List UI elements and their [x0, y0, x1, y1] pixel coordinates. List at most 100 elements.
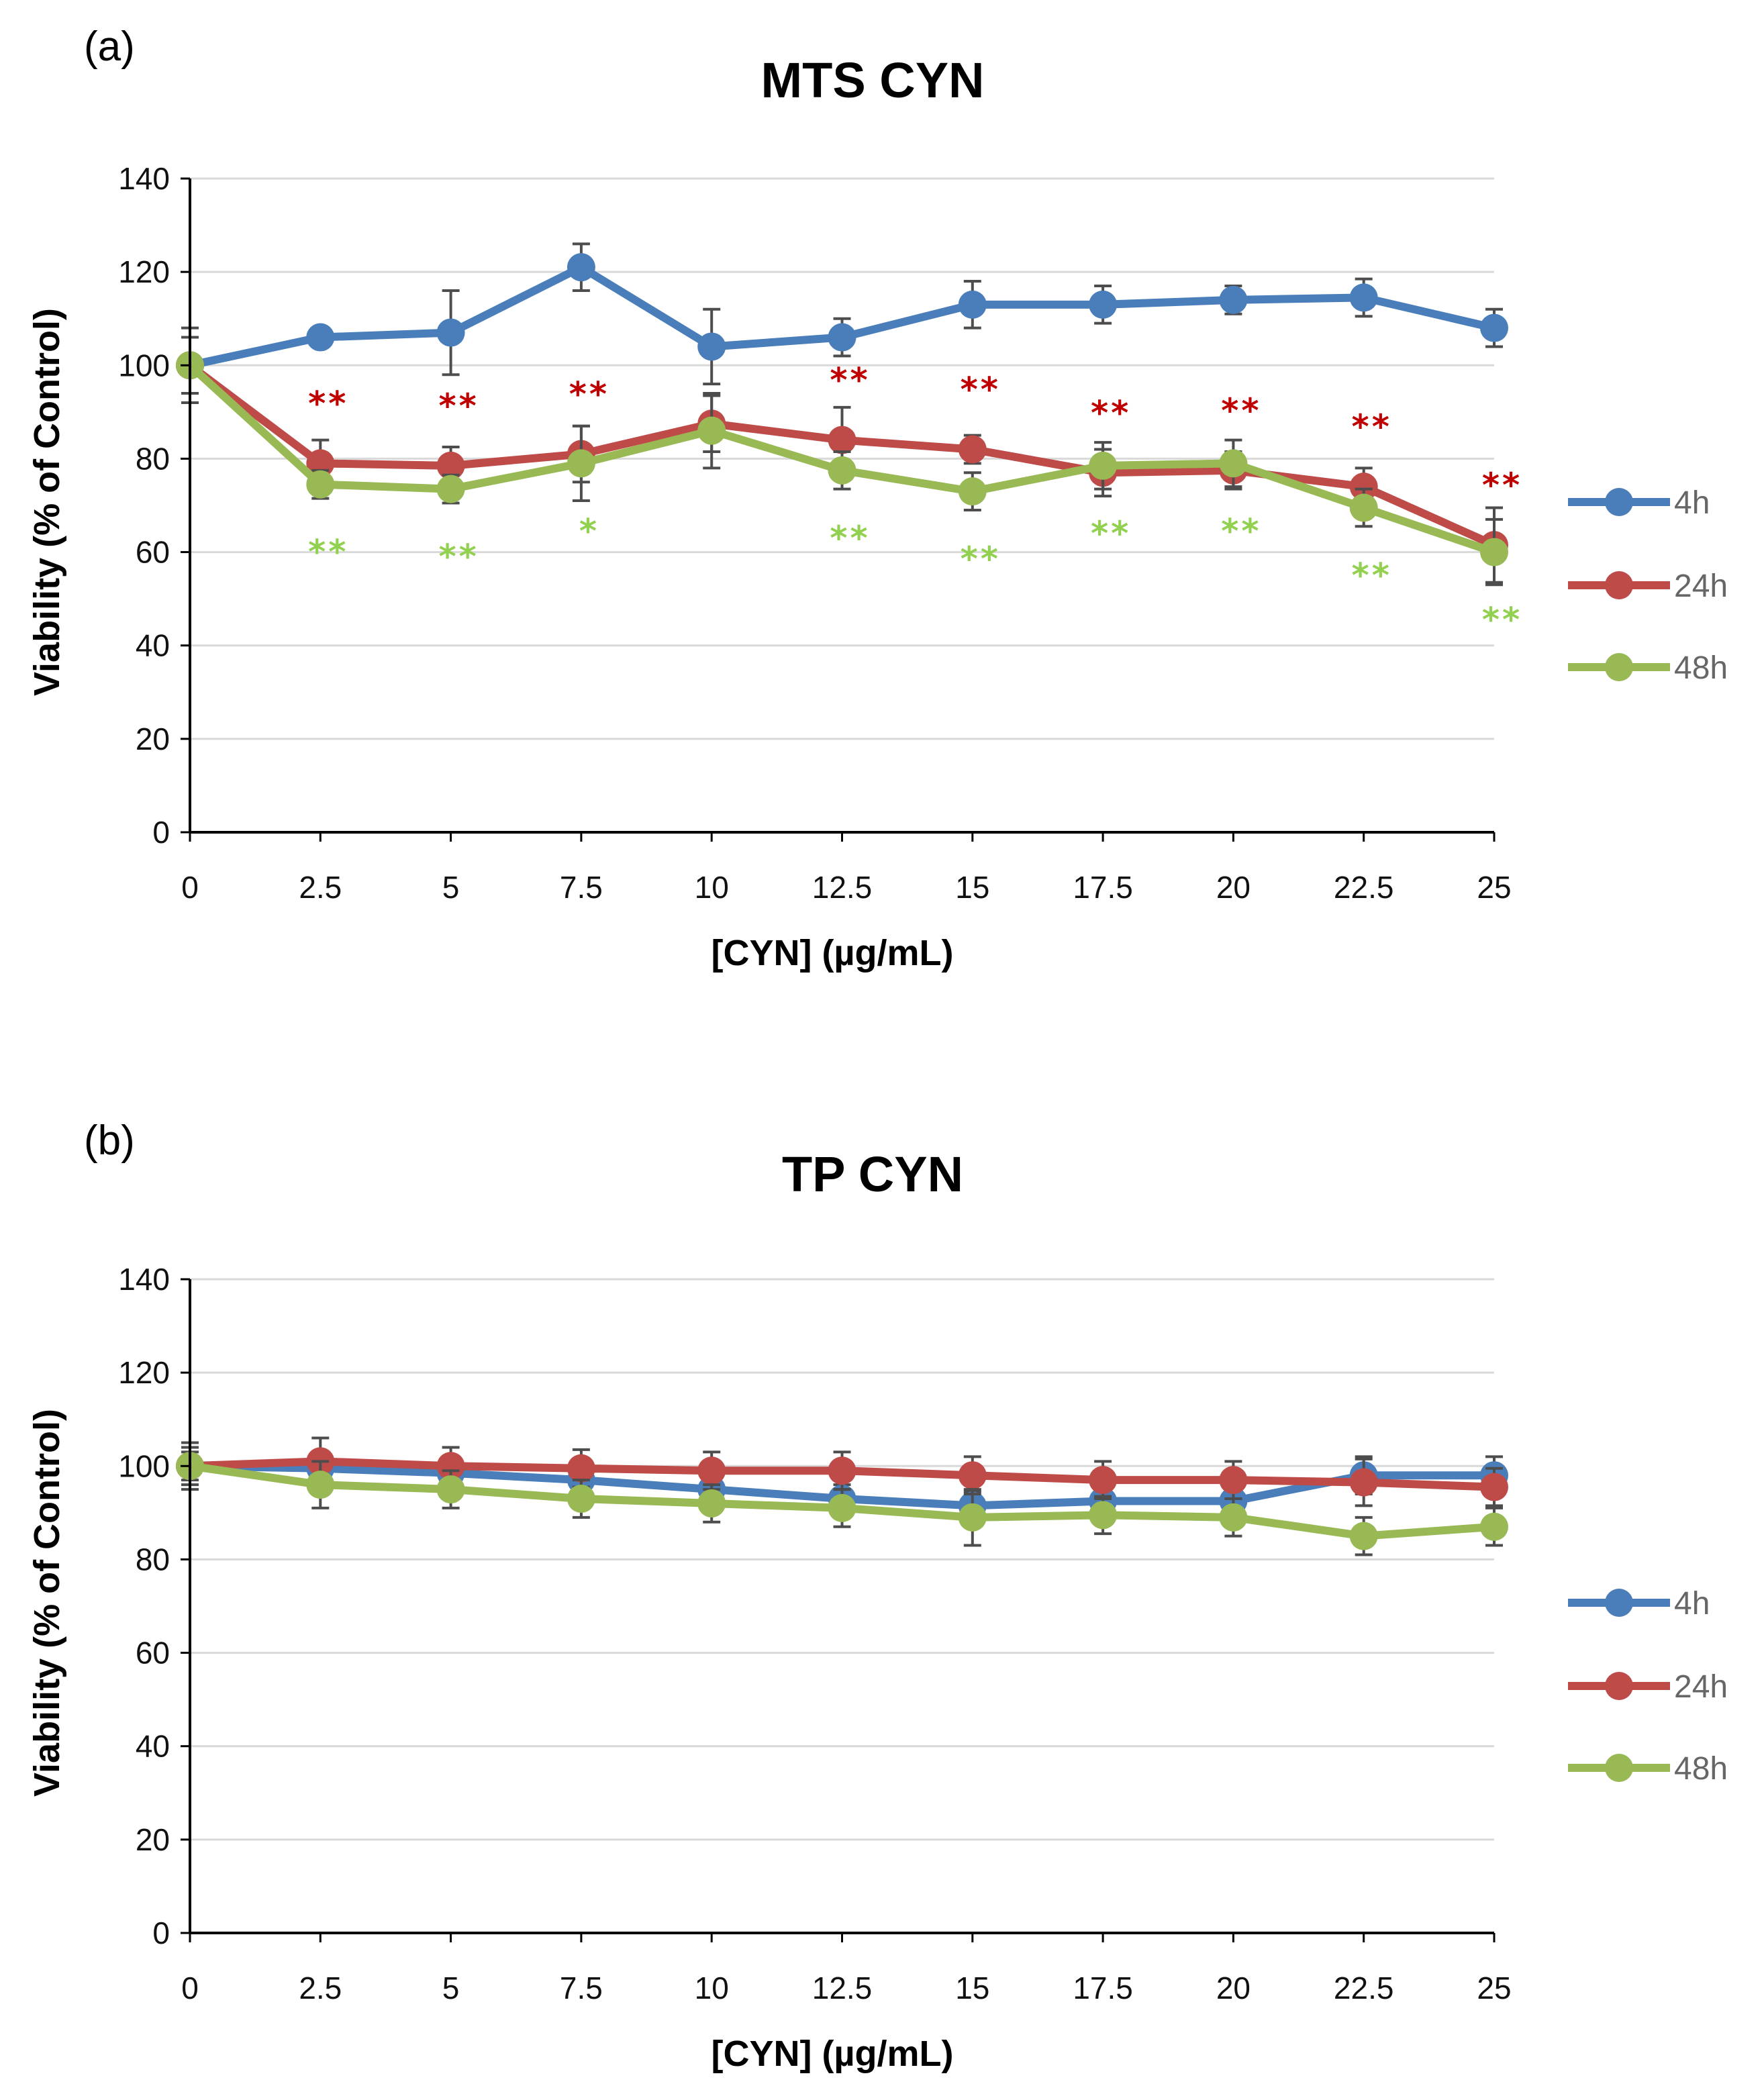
y-tick-label: 40: [136, 1729, 170, 1764]
y-tick-label: 120: [118, 1355, 170, 1390]
point-24h: [958, 435, 987, 464]
y-tick-label: 60: [136, 1636, 170, 1671]
point-48h: [436, 475, 465, 503]
point-4h: [1219, 285, 1248, 314]
y-tick-label: 140: [118, 1262, 170, 1297]
point-48h: [958, 1503, 987, 1532]
significance-mark-48h: **: [1091, 514, 1131, 553]
y-tick-label: 40: [136, 628, 170, 663]
significance-mark-48h: **: [308, 533, 348, 572]
point-24h: [828, 1456, 856, 1485]
point-4h: [1480, 313, 1508, 342]
series-4h: [176, 242, 1508, 404]
point-24h: [1349, 473, 1378, 501]
y-tick-label: 100: [118, 1448, 170, 1483]
significance-mark-48h: **: [438, 538, 479, 577]
x-tick-label: 12.5: [812, 1971, 873, 2005]
x-tick-label: 0: [181, 870, 199, 905]
point-48h: [436, 1475, 465, 1504]
grid-b: [190, 1278, 1494, 1841]
x-tick-label: 0: [181, 1971, 199, 2005]
tick-labels-b: 0 20 40 60 80 100 120 140 0 2.5 5 7.5 10 12.5 15 17.5 20…: [118, 1262, 1511, 2005]
point-4h: [958, 290, 987, 319]
significance-mark-48h: **: [1482, 601, 1522, 640]
legend-item-24h: 24h: [1568, 568, 1728, 604]
point-48h: [1219, 1503, 1248, 1532]
legend-swatch-marker: [1605, 1589, 1633, 1617]
legend-item-24h: 24h: [1568, 1669, 1728, 1705]
point-4h: [1089, 290, 1118, 319]
x-tick-label: 17.5: [1073, 1971, 1133, 2005]
point-24h: [1349, 1468, 1378, 1497]
y-tick-label: 20: [136, 1822, 170, 1857]
point-48h: [567, 449, 595, 478]
point-24h: [567, 1454, 595, 1483]
point-4h: [697, 332, 726, 361]
x-tick-label: 20: [1216, 870, 1251, 905]
panel-a: (a) MTS CYN 0 20 40 60 80 100 120 140 0 2.5 5 7.5 10…: [27, 23, 1728, 973]
significance-a: ** ** ** ** **** ** ****** *** ****** ******: [308, 361, 1522, 640]
significance-mark-24h: **: [569, 375, 609, 413]
x-tick-label: 22.5: [1334, 870, 1394, 905]
significance-mark-24h: **: [830, 361, 870, 400]
point-24h: [697, 1456, 726, 1485]
point-24h: [828, 426, 856, 454]
point-48h: [1349, 1522, 1378, 1550]
legend-b: 4h 24h 48h: [1568, 1586, 1728, 1787]
y-tick-label: 20: [136, 722, 170, 756]
legend-swatch-marker: [1605, 488, 1633, 516]
x-tick-label: 22.5: [1334, 1971, 1394, 2005]
point-24h: [1480, 1473, 1508, 1501]
point-24h: [436, 451, 465, 480]
x-tick-label: 20: [1216, 1971, 1251, 2005]
point-24h: [436, 1452, 465, 1481]
x-axis-title-b: [CYN] (µg/mL): [711, 2034, 953, 2074]
significance-mark-24h: **: [1091, 393, 1131, 432]
x-tick-label: 5: [442, 870, 460, 905]
x-tick-label: 12.5: [812, 870, 873, 905]
point-4h: [1349, 283, 1378, 312]
tick-labels-a: 0 20 40 60 80 100 120 140 0 2.5 5 7.5 10 12.5 15 17.5 20…: [118, 161, 1511, 905]
y-axis-title-b: Viability (% of Control): [27, 1409, 67, 1797]
significance-mark-24h: **: [438, 387, 479, 426]
series-layer-a: [176, 242, 1508, 587]
significance-mark-48h: **: [1352, 556, 1392, 595]
x-axis-title-a: [CYN] (µg/mL): [711, 933, 953, 973]
y-tick-label: 0: [152, 1916, 170, 1950]
significance-mark-24h: **: [961, 370, 1001, 409]
panel-label-a: (a): [84, 23, 135, 70]
y-tick-label: 80: [136, 441, 170, 476]
x-tick-label: 2.5: [299, 1971, 342, 2005]
point-4h: [567, 253, 595, 282]
legend-item-48h: 48h: [1568, 1751, 1728, 1787]
point-4h: [828, 323, 856, 352]
legend-a: 4h 24h 48h: [1568, 485, 1728, 686]
legend-item-4h: 4h: [1568, 1586, 1710, 1622]
point-4h: [306, 323, 335, 352]
x-tick-label: 10: [695, 870, 729, 905]
panel-label-b: (b): [84, 1117, 135, 1164]
significance-mark-48h: **: [961, 540, 1001, 579]
point-24h: [958, 1461, 987, 1490]
legend-label: 24h: [1674, 568, 1728, 604]
point-48h: [828, 456, 856, 485]
legend-label: 4h: [1674, 485, 1710, 521]
axes-a: [181, 177, 1496, 842]
x-tick-label: 5: [442, 1971, 460, 2005]
x-tick-label: 7.5: [560, 870, 603, 905]
point-48h: [958, 477, 987, 506]
legend-label: 48h: [1674, 650, 1728, 686]
point-48h: [1089, 451, 1118, 480]
y-tick-label: 140: [118, 161, 170, 196]
significance-mark-24h: **: [1352, 407, 1392, 446]
point-48h: [1480, 1512, 1508, 1541]
legend-item-4h: 4h: [1568, 485, 1710, 521]
series-48h: [176, 336, 1508, 587]
x-tick-label: 2.5: [299, 870, 342, 905]
point-48h: [1480, 538, 1508, 566]
point-48h: [306, 1471, 335, 1499]
point-24h: [1219, 1466, 1248, 1495]
point-48h: [697, 1489, 726, 1518]
point-48h: [828, 1493, 856, 1522]
x-tick-label: 25: [1477, 1971, 1511, 2005]
